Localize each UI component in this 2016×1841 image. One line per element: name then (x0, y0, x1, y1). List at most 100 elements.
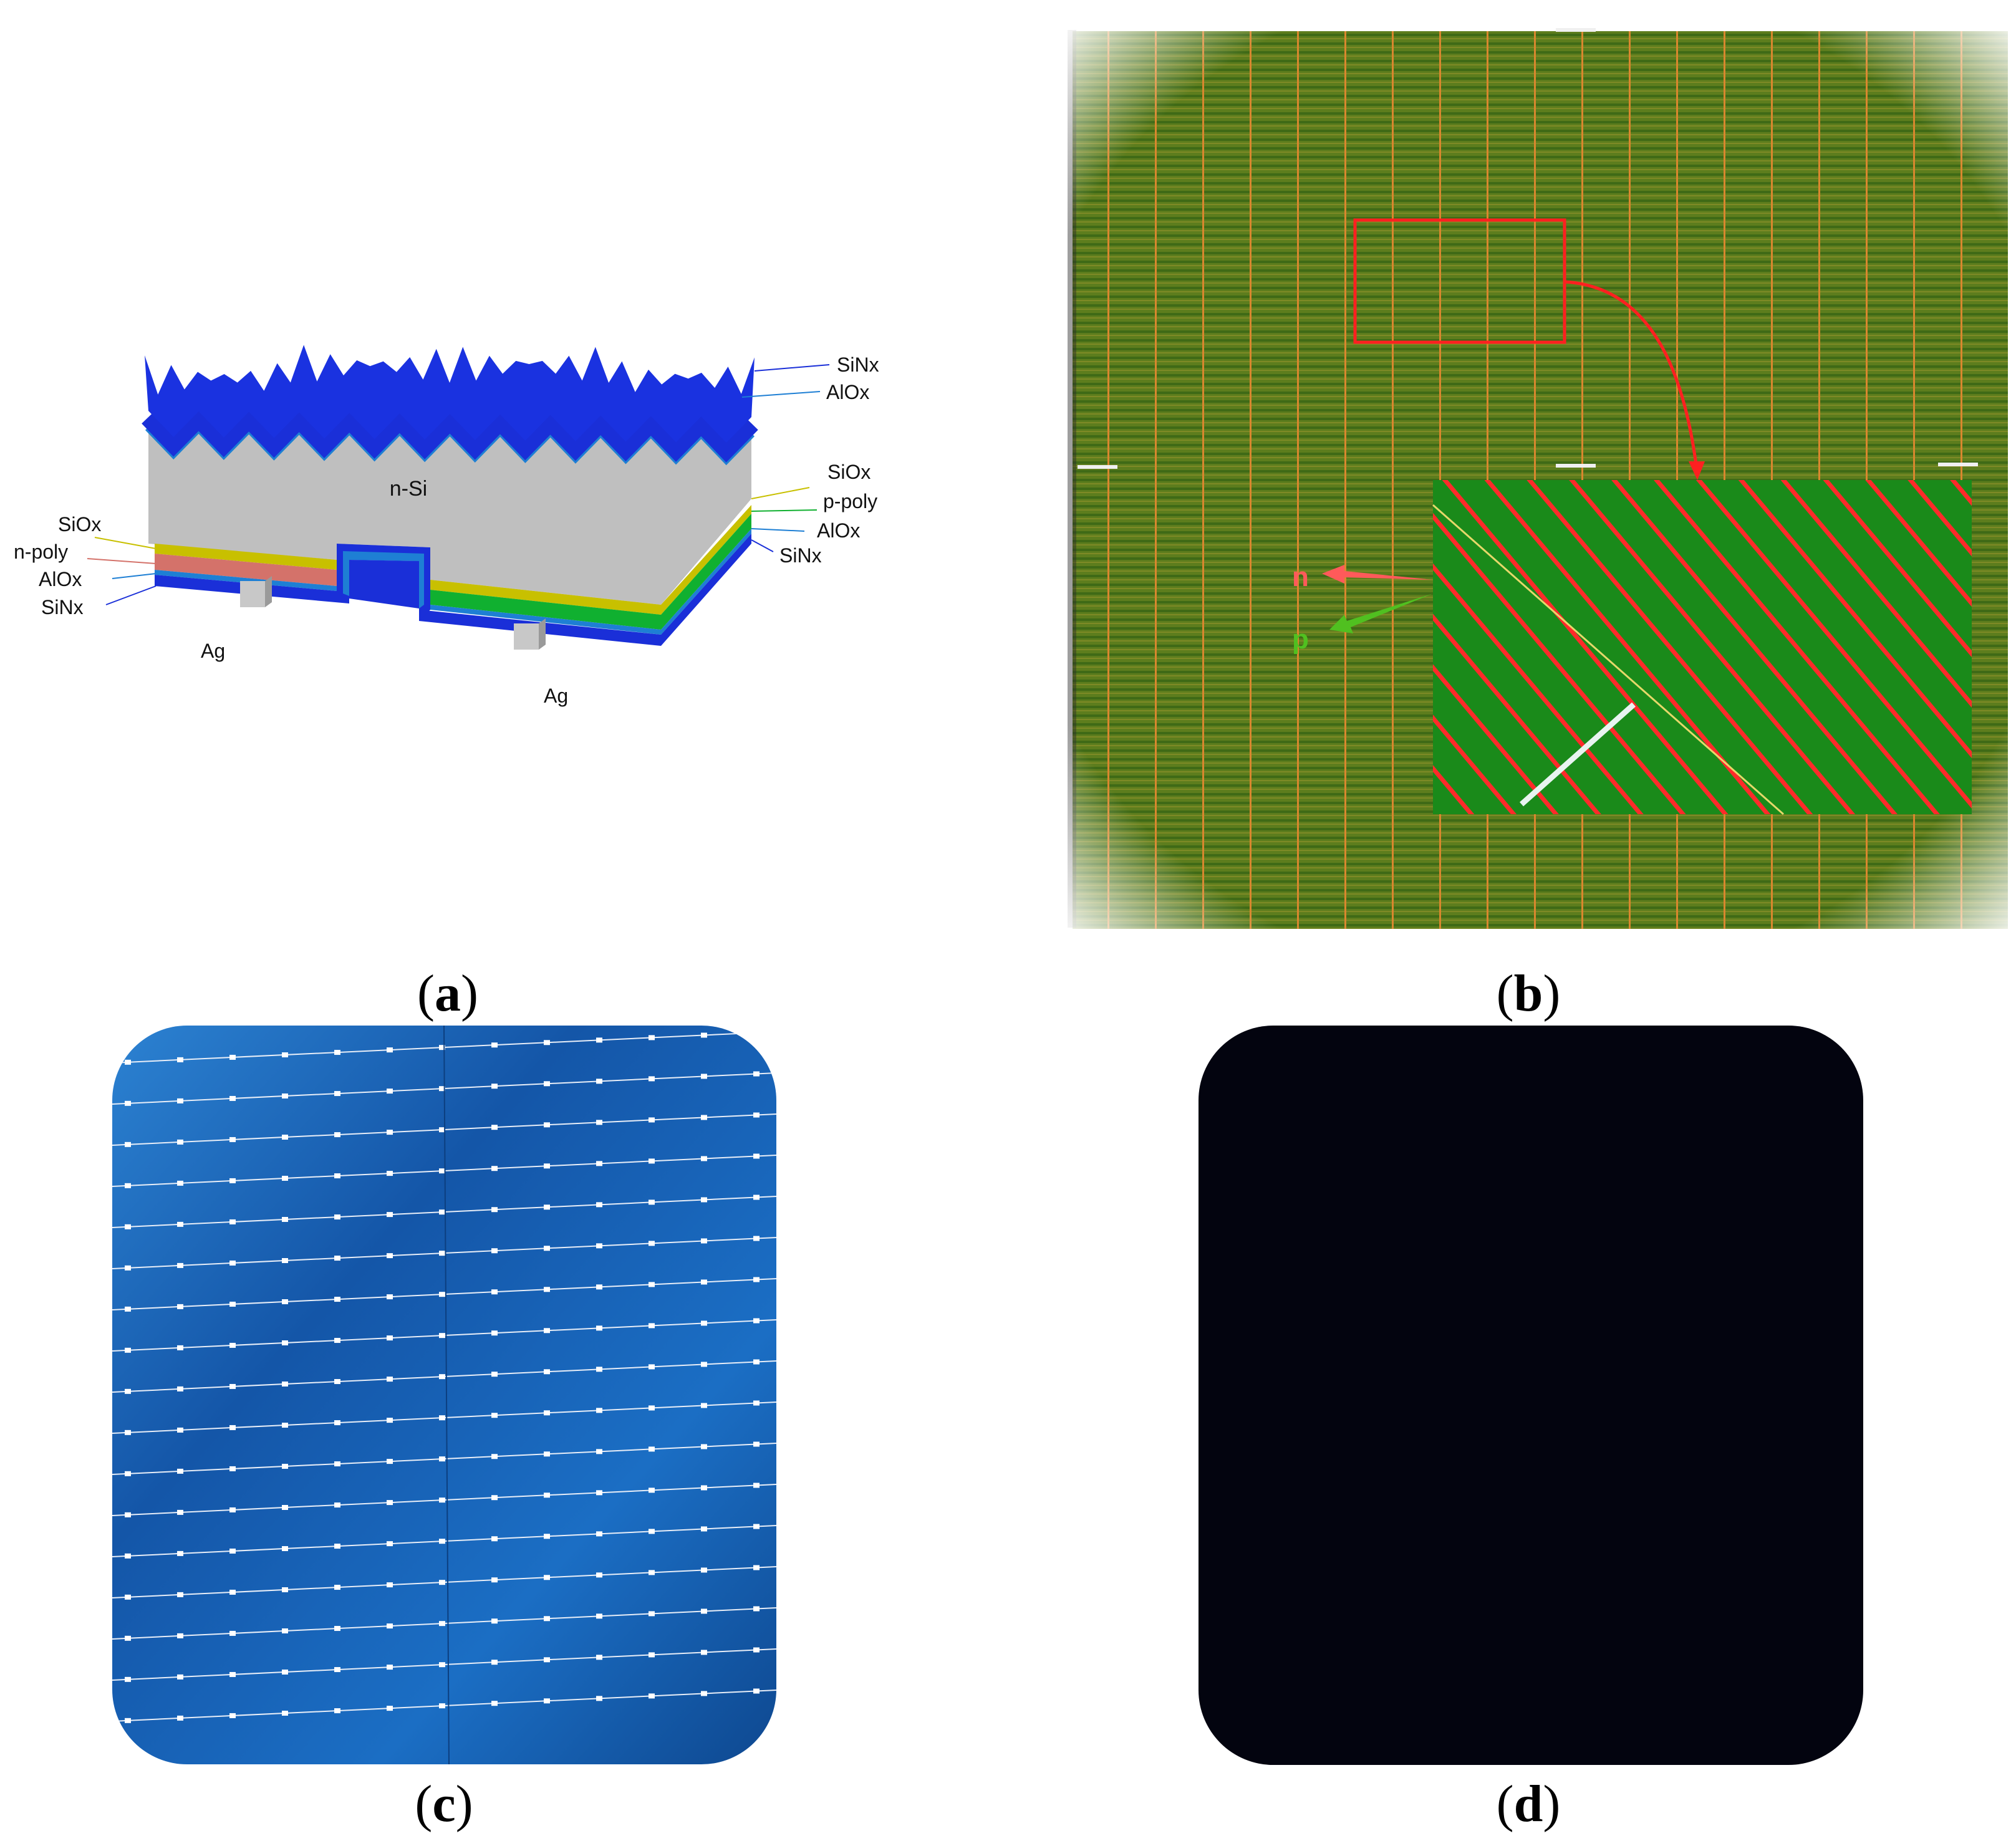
solder-pad (439, 1621, 445, 1627)
solder-pad (649, 1611, 655, 1617)
solder-pad (387, 1335, 393, 1341)
label-front-sinx: SiNx (837, 353, 879, 376)
panel-b-cell-image: n p (1060, 25, 2016, 935)
solder-pad (177, 1262, 183, 1268)
ag-contact-right (514, 623, 539, 650)
leader-right-siox (751, 487, 810, 499)
solder-pad (334, 1256, 340, 1261)
solder-pad (701, 1279, 707, 1285)
solder-pad (387, 1418, 393, 1423)
solder-pad (753, 1318, 760, 1324)
solder-pad (701, 1608, 707, 1614)
solder-pad (491, 1454, 498, 1459)
solder-pad (544, 1493, 550, 1498)
solder-pad (229, 1466, 236, 1471)
solder-pad (439, 1251, 445, 1256)
solder-pad (125, 1059, 131, 1065)
solder-pad (544, 1246, 550, 1251)
edge-marker (1938, 463, 1978, 466)
solder-pad (125, 1224, 131, 1229)
solder-pad (753, 1441, 760, 1447)
leader-front-sinx (754, 364, 830, 372)
solder-pad (544, 1163, 550, 1169)
solder-pad (753, 1112, 760, 1118)
solder-pad (491, 1289, 498, 1295)
solder-pad (177, 1345, 183, 1350)
solder-pad (439, 1703, 445, 1709)
solder-pad (387, 1665, 393, 1670)
solder-pad (753, 1483, 760, 1488)
solder-pad (491, 1125, 498, 1130)
solder-pad (701, 1032, 707, 1038)
solder-pad (334, 1544, 340, 1549)
ag-contact-right-side (539, 618, 546, 650)
solder-pad (387, 1130, 393, 1135)
trench-alox-inner (349, 560, 419, 608)
solder-pad (491, 1330, 498, 1336)
solder-pad (649, 1364, 655, 1370)
solder-pad (439, 1497, 445, 1503)
solder-pad (229, 1548, 236, 1554)
solder-pad (282, 1710, 288, 1716)
solder-pad (753, 1071, 760, 1077)
solder-pad (282, 1422, 288, 1428)
n-arrow (1322, 565, 1433, 584)
leader-left-sinx (105, 585, 157, 605)
solder-pad (334, 1050, 340, 1055)
solder-pad (125, 1306, 131, 1312)
solder-pad (596, 1161, 602, 1166)
solder-pad (439, 1662, 445, 1668)
solder-pad (544, 1287, 550, 1292)
solder-pad (177, 1592, 183, 1597)
solder-pad (596, 1284, 602, 1290)
solder-pad (334, 1173, 340, 1179)
solder-pad (596, 1490, 602, 1496)
solder-pad (125, 1388, 131, 1394)
solder-pad (544, 1575, 550, 1580)
solder-pad (177, 1304, 183, 1309)
wafer (1199, 1026, 1863, 1765)
solder-pad (177, 1180, 183, 1186)
solder-pad (491, 1207, 498, 1213)
solder-pad (125, 1183, 131, 1188)
label-front-alox: AlOx (826, 381, 869, 403)
edge-marker (1556, 28, 1596, 32)
panel-c-front-wafer-photo (112, 1026, 776, 1764)
solder-pad (596, 1408, 602, 1413)
solder-pad (753, 1647, 760, 1653)
solder-pad (387, 1294, 393, 1300)
solder-pad (701, 1691, 707, 1696)
solder-pad (229, 1219, 236, 1224)
solder-pad (282, 1381, 288, 1387)
solder-pad (596, 1202, 602, 1208)
solder-pad (491, 1042, 498, 1048)
solder-pad (334, 1502, 340, 1508)
leader-right-alox (751, 528, 805, 532)
solder-pad (491, 1536, 498, 1542)
rear-siox-left (155, 544, 337, 570)
solder-pad (649, 1405, 655, 1411)
solder-pad (177, 1468, 183, 1474)
solder-pad (334, 1585, 340, 1590)
leader-right-ppoly (751, 509, 817, 512)
solder-pad (229, 1383, 236, 1389)
wafer (112, 1026, 776, 1764)
solder-pad (387, 1377, 393, 1382)
solder-pad (491, 1618, 498, 1624)
solder-pad (387, 1212, 393, 1218)
solder-pad (177, 1221, 183, 1227)
solder-pad (282, 1257, 288, 1263)
solder-pad (387, 1253, 393, 1259)
busbar-grid (112, 1026, 776, 1764)
solder-pad (753, 1030, 760, 1036)
solder-pad (125, 1553, 131, 1559)
solder-pad (596, 1613, 602, 1619)
bulk-label: n-Si (390, 477, 427, 501)
solder-pad (177, 1427, 183, 1433)
zoom-inset (1432, 480, 1972, 815)
rear-p-poly-right (430, 514, 751, 630)
solder-pad (439, 1580, 445, 1585)
solder-pad (544, 1616, 550, 1622)
solder-pad (753, 1524, 760, 1529)
solder-pad (701, 1320, 707, 1326)
